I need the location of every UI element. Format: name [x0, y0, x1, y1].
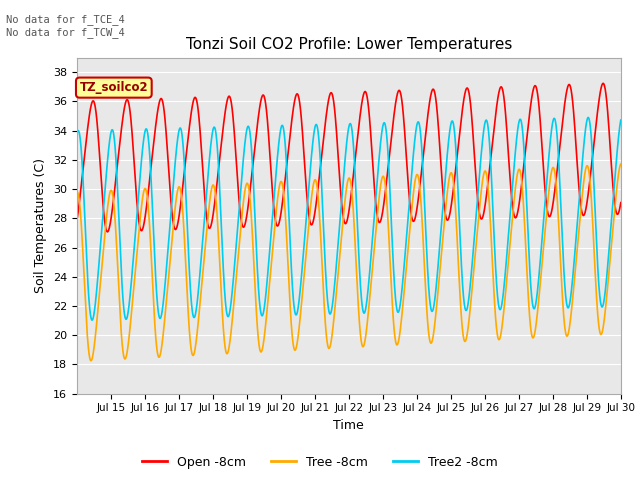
Legend: Open -8cm, Tree -8cm, Tree2 -8cm: Open -8cm, Tree -8cm, Tree2 -8cm — [137, 451, 503, 474]
Tree2 -8cm — [301, 225, 309, 231]
Line: Open -8cm: Open -8cm — [77, 84, 621, 232]
Open -8cm — [617, 200, 625, 205]
Line: Tree -8cm: Tree -8cm — [77, 164, 621, 361]
Open -8cm — [73, 218, 81, 224]
Line: Tree2 -8cm: Tree2 -8cm — [77, 118, 621, 320]
Tree -8cm — [600, 317, 608, 323]
Tree2 -8cm — [584, 115, 592, 120]
Tree -8cm — [573, 247, 581, 253]
Tree -8cm — [468, 286, 476, 291]
Tree2 -8cm — [573, 222, 581, 228]
Open -8cm — [306, 218, 314, 224]
Tree2 -8cm — [73, 131, 81, 137]
Tree -8cm — [73, 189, 81, 195]
Tree2 -8cm — [468, 262, 476, 267]
Tree2 -8cm — [306, 172, 314, 178]
Open -8cm — [600, 83, 608, 88]
Tree -8cm — [87, 358, 95, 364]
Text: No data for f_TCE_4
No data for f_TCW_4: No data for f_TCE_4 No data for f_TCW_4 — [6, 14, 125, 38]
Tree -8cm — [617, 161, 625, 167]
Y-axis label: Soil Temperatures (C): Soil Temperatures (C) — [35, 158, 47, 293]
Tree2 -8cm — [88, 317, 96, 323]
Open -8cm — [573, 160, 581, 166]
Open -8cm — [301, 174, 309, 180]
Open -8cm — [104, 229, 111, 235]
Tree -8cm — [332, 300, 339, 306]
Title: Tonzi Soil CO2 Profile: Lower Temperatures: Tonzi Soil CO2 Profile: Lower Temperatur… — [186, 37, 512, 52]
Open -8cm — [468, 119, 476, 125]
Tree -8cm — [301, 258, 309, 264]
Open -8cm — [599, 81, 607, 86]
Text: TZ_soilco2: TZ_soilco2 — [79, 81, 148, 94]
Tree2 -8cm — [600, 296, 608, 301]
Tree2 -8cm — [617, 117, 625, 123]
Open -8cm — [332, 115, 339, 121]
Tree2 -8cm — [332, 273, 339, 279]
Tree -8cm — [306, 211, 314, 216]
X-axis label: Time: Time — [333, 419, 364, 432]
